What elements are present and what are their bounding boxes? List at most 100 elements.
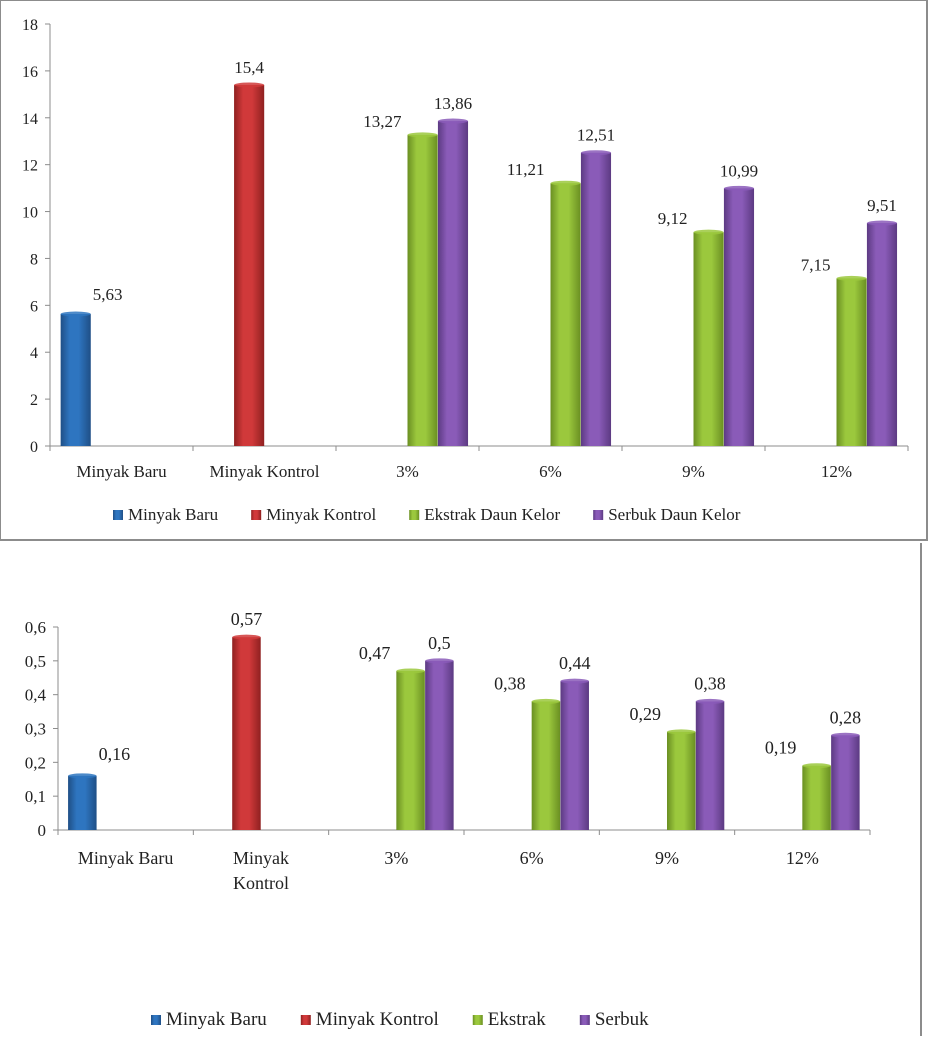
- data-label: 10,99: [720, 161, 758, 180]
- data-label: 12,51: [577, 126, 615, 145]
- bar-minyak-baru: [68, 775, 97, 830]
- chart-2-frame: 0 0,1 0,2 0,3 0,4 0,5 0,6 0,16 Minyak Baru 0,57 Mi…: [0, 543, 930, 1036]
- y-tick-label: 6: [30, 298, 38, 315]
- bar-top: [802, 763, 831, 769]
- y-tick-label: 4: [30, 345, 38, 362]
- legend-swatch: [472, 1015, 483, 1025]
- bar-top: [723, 185, 755, 191]
- data-label: 0,38: [694, 673, 726, 693]
- bar-top: [234, 82, 265, 88]
- y-tick-label: 0,6: [25, 618, 46, 637]
- bar-top: [60, 311, 91, 317]
- bar-serbuk-daun-kelor: [866, 223, 898, 446]
- bar-top: [866, 220, 898, 226]
- x-category-label: Minyak: [233, 848, 289, 868]
- data-label: 15,4: [234, 58, 264, 77]
- bar-ekstrak: [667, 731, 696, 830]
- legend-swatch: [579, 1015, 590, 1025]
- x-category-label: Kontrol: [233, 873, 289, 893]
- chart-2-svg: 0 0,1 0,2 0,3 0,4 0,5 0,6 0,16 Minyak Baru 0,57 Mi…: [25, 609, 871, 1030]
- bar-serbuk: [560, 681, 589, 830]
- legend-label: Serbuk Daun Kelor: [608, 505, 741, 524]
- data-label: 0,19: [765, 738, 797, 758]
- bar-serbuk: [695, 701, 725, 830]
- bar-serbuk-daun-kelor: [723, 188, 755, 446]
- y-tick-label: 14: [22, 111, 38, 128]
- bar-top: [560, 678, 589, 684]
- bar-minyak-baru: [60, 314, 91, 446]
- data-label: 5,63: [93, 285, 123, 304]
- legend-label: Minyak Baru: [166, 1009, 267, 1030]
- data-label: 0,44: [559, 653, 591, 673]
- y-tick-label: 16: [22, 64, 38, 81]
- data-label: 9,12: [658, 209, 688, 228]
- bar-top: [232, 634, 261, 640]
- data-label: 13,27: [363, 112, 402, 131]
- y-tick-label: 0: [30, 439, 38, 456]
- bar-top: [68, 773, 97, 779]
- legend-swatch: [409, 510, 420, 520]
- data-label: 0,57: [231, 609, 263, 629]
- data-label: 13,86: [434, 94, 472, 113]
- y-tick-label: 0,2: [25, 753, 46, 772]
- legend-label: Minyak Kontrol: [266, 505, 376, 524]
- chart-1-frame: 0 2 4 6 8 10 12 14 16 18 5,63 Minyak Baru 15,4 Minyak…: [0, 0, 928, 541]
- bar-top: [407, 132, 438, 138]
- y-tick-label: 8: [30, 251, 38, 268]
- bar-serbuk: [425, 660, 454, 830]
- legend-label: Serbuk: [595, 1009, 649, 1030]
- y-tick-label: 10: [22, 205, 38, 222]
- bar-minyak-kontrol: [232, 637, 261, 830]
- y-tick-label: 0,5: [25, 652, 46, 671]
- data-label: 0,16: [99, 744, 131, 764]
- x-category-label: 12%: [821, 462, 852, 481]
- legend-swatch: [251, 510, 262, 520]
- x-category-label: 3%: [396, 462, 419, 481]
- bar-serbuk: [831, 735, 860, 830]
- bar-serbuk-daun-kelor: [580, 152, 612, 446]
- y-tick-label: 0,4: [25, 686, 47, 705]
- legend-label: Ekstrak Daun Kelor: [424, 505, 560, 524]
- legend-label: Minyak Kontrol: [316, 1009, 439, 1030]
- x-category-label: 6%: [539, 462, 562, 481]
- bar-top: [695, 698, 725, 704]
- data-label: 0,5: [428, 633, 451, 653]
- data-label: 0,28: [830, 707, 862, 727]
- data-label: 9,51: [867, 196, 897, 215]
- bar-ekstrak-daun-kelor: [836, 278, 867, 446]
- x-category-label: 12%: [786, 848, 819, 868]
- x-category-label: 6%: [520, 848, 544, 868]
- bar-top: [396, 668, 425, 674]
- bar-top: [836, 275, 867, 281]
- x-category-label: Minyak Baru: [76, 462, 167, 481]
- y-tick-label: 12: [22, 158, 38, 175]
- data-label: 11,21: [507, 160, 545, 179]
- chart-2-border: [920, 543, 922, 1036]
- legend-swatch: [593, 510, 604, 520]
- legend-swatch: [151, 1015, 161, 1025]
- legend-label: Minyak Baru: [128, 505, 219, 524]
- x-category-label: 9%: [655, 848, 679, 868]
- bar-ekstrak-daun-kelor: [550, 183, 581, 446]
- bar-ekstrak: [802, 765, 831, 830]
- bar-top: [831, 732, 860, 738]
- bar-top: [531, 698, 561, 704]
- data-label: 0,47: [359, 643, 391, 663]
- data-label: 0,29: [630, 704, 662, 724]
- bar-top: [693, 229, 724, 235]
- data-label: 0,38: [494, 673, 526, 693]
- y-tick-label: 0,1: [25, 787, 46, 806]
- legend-swatch: [113, 510, 123, 520]
- x-category-label: Minyak Baru: [78, 848, 173, 868]
- data-label: 7,15: [801, 255, 831, 274]
- x-category-label: 3%: [384, 848, 408, 868]
- y-tick-label: 18: [22, 17, 38, 34]
- legend-swatch: [300, 1015, 311, 1025]
- bar-ekstrak-daun-kelor: [407, 134, 438, 447]
- y-tick-label: 0,3: [25, 720, 46, 739]
- bar-top: [580, 150, 612, 156]
- y-tick-label: 2: [30, 392, 38, 409]
- x-category-label: Minyak Kontrol: [209, 462, 319, 481]
- bar-top: [437, 118, 469, 124]
- legend-label: Ekstrak: [488, 1009, 547, 1030]
